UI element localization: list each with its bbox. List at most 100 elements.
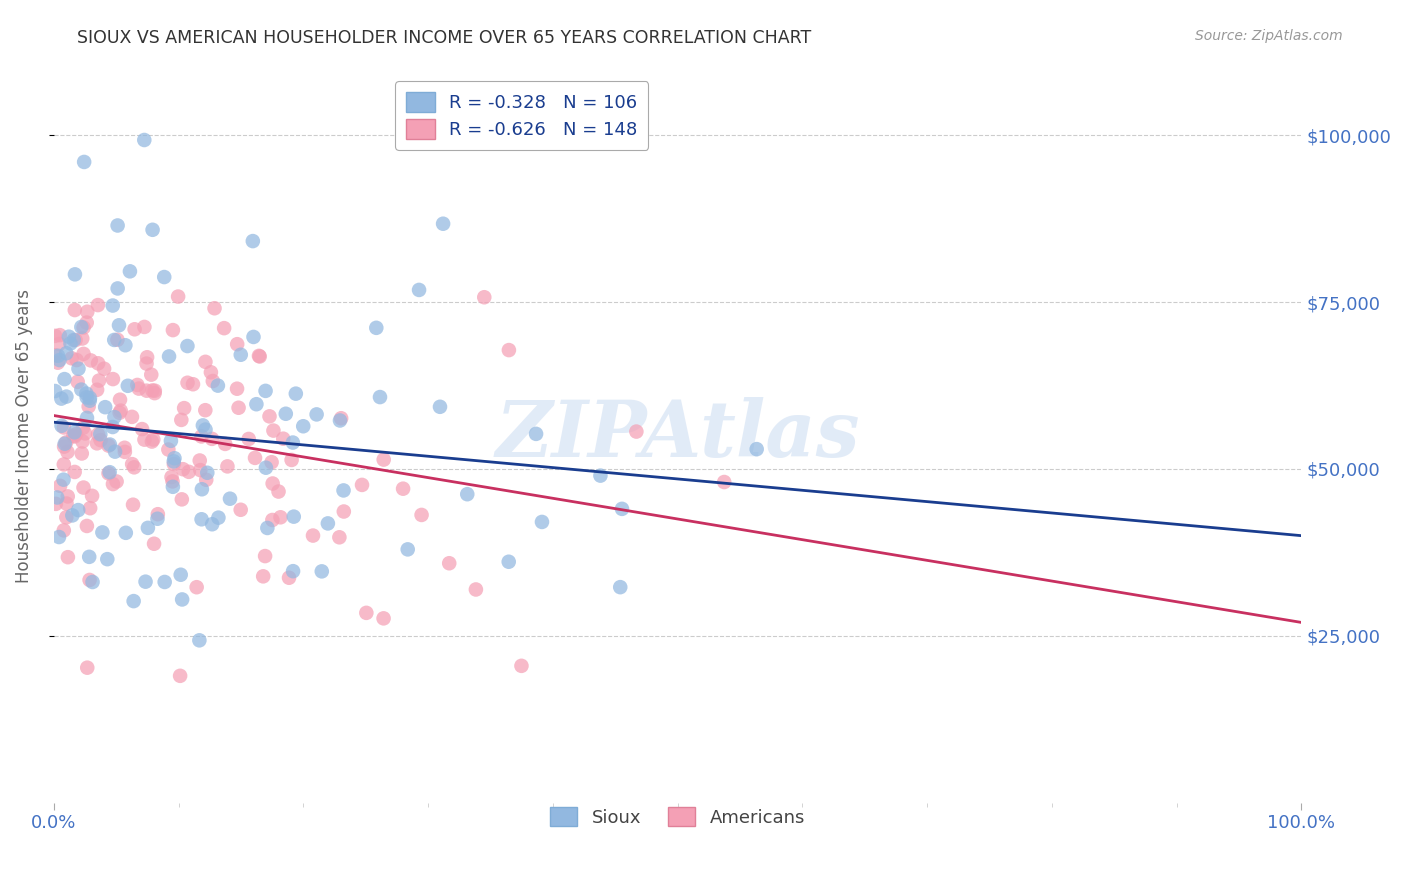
Point <box>366 321 388 335</box>
Point <box>44 329 66 343</box>
Point <box>136 521 159 535</box>
Point <box>117 379 139 393</box>
Point <box>141 384 163 398</box>
Point <box>76 519 98 533</box>
Point <box>242 330 264 344</box>
Point <box>195 466 218 480</box>
Point <box>392 482 415 496</box>
Point <box>77 549 100 564</box>
Point <box>72 347 94 361</box>
Point <box>66 375 89 389</box>
Point <box>70 320 93 334</box>
Y-axis label: Householder Income Over 65 years: Householder Income Over 65 years <box>15 288 32 582</box>
Point <box>238 432 260 446</box>
Point <box>229 348 252 362</box>
Point <box>77 400 100 414</box>
Point <box>53 436 76 450</box>
Point <box>55 346 77 360</box>
Point <box>56 489 79 503</box>
Point <box>52 524 75 538</box>
Point <box>90 433 112 447</box>
Point <box>373 611 395 625</box>
Point <box>229 502 252 516</box>
Point <box>176 376 198 390</box>
Point <box>142 223 165 237</box>
Point <box>589 468 612 483</box>
Point <box>162 475 184 489</box>
Point <box>464 582 486 597</box>
Point <box>610 501 633 516</box>
Point <box>93 361 115 376</box>
Point <box>254 460 277 475</box>
Point <box>524 426 547 441</box>
Point <box>46 491 69 505</box>
Point <box>49 479 72 493</box>
Point <box>107 219 129 233</box>
Point <box>269 510 291 524</box>
Point <box>107 281 129 295</box>
Point <box>143 384 166 398</box>
Point <box>191 418 214 433</box>
Point <box>94 400 117 414</box>
Point <box>76 316 98 330</box>
Point <box>53 440 76 454</box>
Point <box>73 155 96 169</box>
Point <box>254 384 277 398</box>
Point <box>67 361 90 376</box>
Point <box>107 333 129 347</box>
Point <box>53 372 76 386</box>
Point <box>329 413 352 427</box>
Point <box>186 580 208 594</box>
Point <box>79 501 101 516</box>
Point <box>256 521 278 535</box>
Point <box>128 382 150 396</box>
Point <box>51 392 73 406</box>
Point <box>280 453 302 467</box>
Point <box>283 509 305 524</box>
Point <box>281 564 304 578</box>
Point <box>122 460 145 475</box>
Point <box>141 434 163 449</box>
Point <box>201 432 224 446</box>
Point <box>48 337 70 351</box>
Point <box>330 411 353 425</box>
Point <box>134 320 156 334</box>
Point <box>356 606 378 620</box>
Point <box>432 217 454 231</box>
Point <box>108 318 131 333</box>
Point <box>160 434 183 448</box>
Point <box>142 433 165 447</box>
Point <box>48 353 70 368</box>
Point <box>51 418 73 433</box>
Point <box>188 453 211 467</box>
Point <box>626 425 648 439</box>
Point <box>46 356 69 370</box>
Point <box>439 556 461 570</box>
Point <box>172 592 194 607</box>
Point <box>745 442 768 457</box>
Point <box>70 446 93 460</box>
Point <box>97 439 120 453</box>
Point <box>44 348 66 362</box>
Point <box>274 407 297 421</box>
Point <box>169 669 191 683</box>
Point <box>80 489 103 503</box>
Point <box>260 455 283 469</box>
Point <box>76 390 98 404</box>
Text: ZIPAtlas: ZIPAtlas <box>495 397 860 474</box>
Point <box>201 517 224 532</box>
Point <box>163 451 186 466</box>
Point <box>302 528 325 542</box>
Point <box>96 552 118 566</box>
Point <box>259 409 281 424</box>
Point <box>212 321 235 335</box>
Point <box>72 434 94 449</box>
Point <box>332 483 354 498</box>
Point <box>191 482 214 496</box>
Point <box>67 503 90 517</box>
Point <box>60 351 83 366</box>
Point <box>101 299 124 313</box>
Point <box>101 420 124 434</box>
Point <box>98 465 121 479</box>
Point <box>87 427 110 442</box>
